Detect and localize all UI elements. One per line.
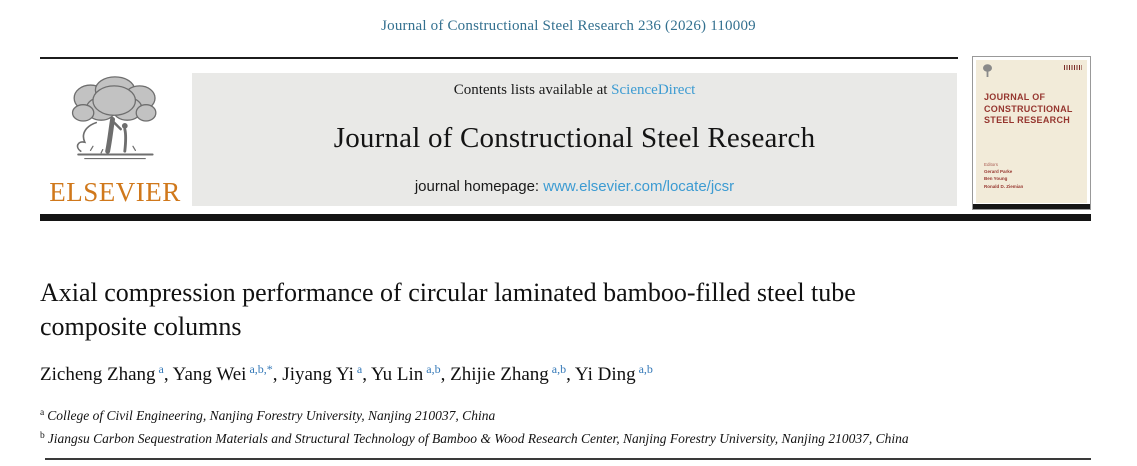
journal-cover-inner: JOURNAL OF CONSTRUCTIONAL STEEL RESEARCH… <box>976 60 1087 203</box>
elsevier-tree-mini-icon <box>983 64 992 77</box>
header-bottom-rule <box>40 214 1091 221</box>
author-separator: , <box>272 364 283 386</box>
journal-citation: Journal of Constructional Steel Research… <box>381 18 756 34</box>
author-name: Zhijie Zhang <box>450 364 549 386</box>
homepage-url-link[interactable]: www.elsevier.com/locate/jcsr <box>543 178 735 195</box>
author: Yi Ding a,b <box>574 362 653 386</box>
author-separator: , <box>163 364 173 386</box>
author-separator: , <box>362 364 372 386</box>
author-name: Yang Wei <box>172 364 247 386</box>
author-affiliation-sup[interactable]: a <box>356 362 363 376</box>
author: Yang Wei a,b,*, <box>172 362 283 386</box>
cover-title-line: JOURNAL OF <box>984 92 1046 102</box>
cover-editor-name: Gerard Parke <box>984 169 1013 175</box>
contents-line: Contents lists available at ScienceDirec… <box>454 82 696 99</box>
cover-editors-label: Editors <box>984 162 999 168</box>
sciencedirect-link[interactable]: ScienceDirect <box>611 82 696 98</box>
author: Yu Lin a,b, <box>371 362 451 386</box>
cover-bottom-band <box>973 204 1090 209</box>
author-affiliation-sup[interactable]: a <box>158 362 164 376</box>
journal-cover-thumbnail: JOURNAL OF CONSTRUCTIONAL STEEL RESEARCH… <box>972 56 1091 210</box>
affiliation-marker: b <box>40 430 45 441</box>
author-name: Zicheng Zhang <box>40 364 156 386</box>
barcode-icon <box>1064 65 1082 70</box>
masthead-journal-title: Journal of Constructional Steel Research <box>333 122 816 154</box>
contents-prefix: Contents lists available at <box>453 82 608 98</box>
affiliation: a College of Civil Engineering, Nanjing F… <box>40 404 1100 427</box>
author: Jiyang Yi a, <box>282 362 372 386</box>
homepage-line: journal homepage: www.elsevier.com/locat… <box>415 178 734 195</box>
author-name: Jiyang Yi <box>282 364 354 386</box>
journal-masthead-box: Contents lists available at ScienceDirec… <box>192 73 957 206</box>
elsevier-logo: ELSEVIER <box>40 72 190 206</box>
affiliation-marker: a <box>40 407 45 418</box>
author-separator: , <box>440 364 451 386</box>
affiliation-text: College of Civil Engineering, Nanjing Fo… <box>47 408 496 423</box>
author-name: Yu Lin <box>371 364 424 386</box>
author: Zicheng Zhang a, <box>40 362 173 386</box>
homepage-prefix: journal homepage: <box>414 178 540 195</box>
author-affiliation-sup[interactable]: a,b <box>426 362 441 376</box>
author-affiliation-sup[interactable]: a,b <box>638 362 653 376</box>
cover-journal-title: JOURNAL OF CONSTRUCTIONAL STEEL RESEARCH <box>984 92 1087 127</box>
author-affiliation-sup[interactable]: a,b,* <box>249 362 273 376</box>
elsevier-wordmark: ELSEVIER <box>49 177 181 207</box>
elsevier-tree-icon <box>71 76 157 160</box>
affiliation-text: Jiangsu Carbon Sequestration Materials a… <box>47 431 909 447</box>
author-list: Zicheng Zhang a, Yang Wei a,b,*, Jiyang Yi… <box>40 362 1040 386</box>
author-name: Yi Ding <box>574 364 636 386</box>
author: Zhijie Zhang a,b, <box>450 362 575 386</box>
cover-editor-name: Ben Young <box>984 176 1008 182</box>
cover-title-line: STEEL RESEARCH <box>984 115 1071 126</box>
cover-title-line: CONSTRUCTIONAL <box>984 103 1073 114</box>
paper-title: Axial compression performance of circula… <box>40 278 856 342</box>
header-top-rule <box>40 57 958 59</box>
author-separator: , <box>566 364 575 386</box>
author-affiliation-sup[interactable]: a,b <box>551 362 567 376</box>
affiliation-list: a College of Civil Engineering, Nanjing F… <box>40 404 1100 450</box>
abstract-divider-rule <box>45 458 1091 460</box>
affiliation: b Jiangsu Carbon Sequestration Materials … <box>40 427 1100 450</box>
cover-editors-block: Editors Gerard Parke Ben Young Ronald D.… <box>984 161 1087 190</box>
cover-editor-name: Ronald D. Ziemian <box>984 183 1024 189</box>
